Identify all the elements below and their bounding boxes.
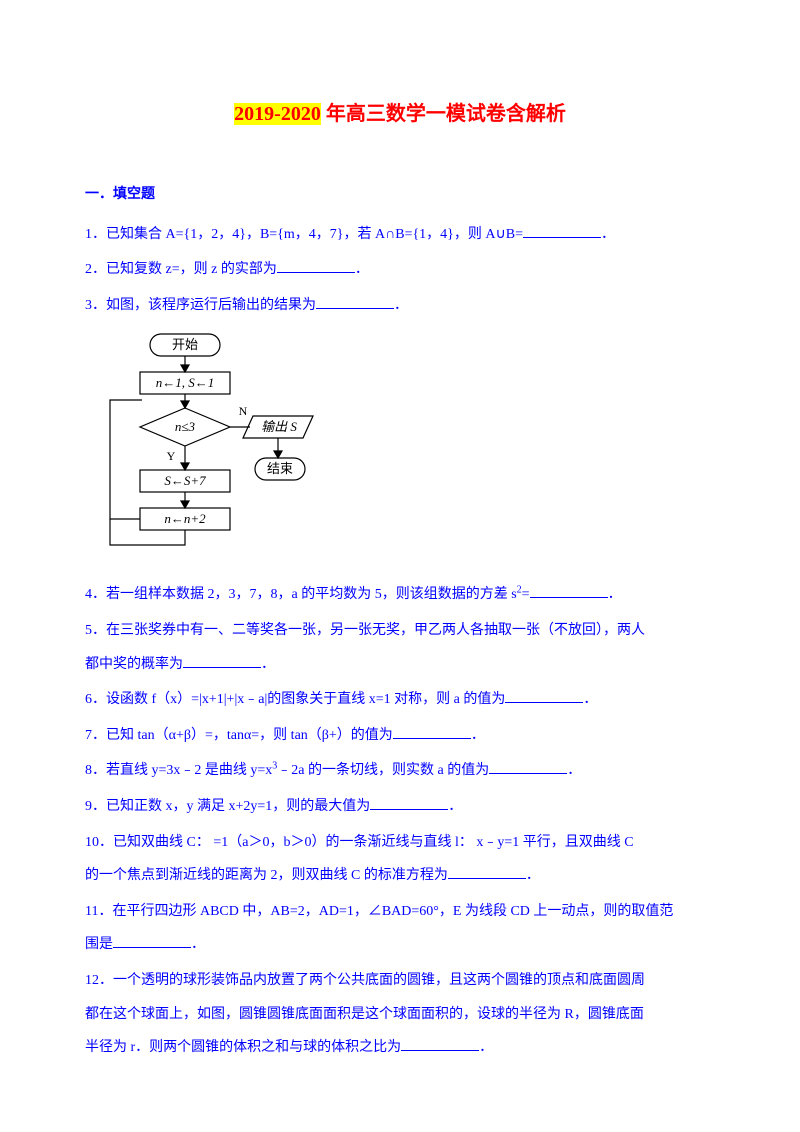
blank xyxy=(113,934,191,948)
svg-text:N: N xyxy=(239,404,248,418)
question-9: 9．已知正数 x，y 满足 x+2y=1，则的最大值为 ． xyxy=(85,790,715,824)
q1-post: ． xyxy=(601,227,615,242)
q5-l2: 都中奖的概率为 xyxy=(85,657,183,672)
q10-l1: 10．已知双曲线 C： =1（a＞0，b＞0）的一条渐近线与直线 l： x﹣y=… xyxy=(85,826,715,860)
q4-mid: = xyxy=(522,587,530,602)
q12-l2: 都在这个球面上，如图，圆锥圆锥底面面积是这个球面面积的，设球的半径为 R，圆锥底… xyxy=(85,998,715,1032)
q8-post: ． xyxy=(567,763,581,778)
q9-pre: 9．已知正数 x，y 满足 x+2y=1，则的最大值为 xyxy=(85,799,370,814)
svg-text:S←S+7: S←S+7 xyxy=(164,473,206,488)
svg-text:n←n+2: n←n+2 xyxy=(164,511,206,526)
blank xyxy=(401,1037,479,1051)
title-rest: 年高三数学一模试卷含解析 xyxy=(321,103,566,125)
flowchart: 开始 n←1, S←1 n≤3 S←S+7 n←n+2 输出 S 结束 N Y xyxy=(95,330,715,570)
q12-l3: 半径为 r．则两个圆锥的体积之和与球的体积之比为 xyxy=(85,1040,401,1055)
question-8: 8．若直线 y=3x﹣2 是曲线 y=x3﹣2a 的一条切线，则实数 a 的值为… xyxy=(85,754,715,788)
q12-post: ． xyxy=(479,1040,493,1055)
question-5: 5．在三张奖券中有一、二等奖各一张，另一张无奖，甲乙两人各抽取一张（不放回），两… xyxy=(85,614,715,681)
blank xyxy=(370,796,448,810)
q4-pre: 4．若一组样本数据 2，3，7，8，a 的平均数为 5，则该组数据的方差 s xyxy=(85,587,517,602)
blank xyxy=(277,259,355,273)
q8-pre: 8．若直线 y=3x﹣2 是曲线 y=x xyxy=(85,763,272,778)
question-6: 6．设函数 f（x）=|x+1|+|x﹣a|的图象关于直线 x=1 对称，则 a… xyxy=(85,683,715,717)
q7-pre: 7．已知 tan（α+β）=，tanα=，则 tan（β+）的值为 xyxy=(85,728,393,743)
q5-l1: 5．在三张奖券中有一、二等奖各一张，另一张无奖，甲乙两人各抽取一张（不放回），两… xyxy=(85,614,715,648)
section-header: 一．填空题 xyxy=(85,178,715,212)
blank xyxy=(393,725,471,739)
title-highlight: 2019-2020 xyxy=(234,103,321,125)
blank xyxy=(489,760,567,774)
question-4: 4．若一组样本数据 2，3，7，8，a 的平均数为 5，则该组数据的方差 s2=… xyxy=(85,578,715,612)
question-10: 10．已知双曲线 C： =1（a＞0，b＞0）的一条渐近线与直线 l： x﹣y=… xyxy=(85,826,715,893)
blank xyxy=(316,295,394,309)
question-3: 3．如图，该程序运行后输出的结果为 ． xyxy=(85,289,715,323)
q1-text: 1．已知集合 A={1，2，4}，B={m，4，7}，若 A∩B={1，4}，则… xyxy=(85,227,523,242)
q11-l1: 11．在平行四边形 ABCD 中，AB=2，AD=1，∠BAD=60°，E 为线… xyxy=(85,895,715,929)
question-12: 12．一个透明的球形装饰品内放置了两个公共底面的圆锥，且这两个圆锥的顶点和底面圆… xyxy=(85,964,715,1065)
question-2: 2．已知复数 z=，则 z 的实部为 ． xyxy=(85,253,715,287)
blank xyxy=(523,224,601,238)
q11-post: ． xyxy=(191,937,205,952)
q10-l2: 的一个焦点到渐近线的距离为 2，则双曲线 C 的标准方程为 xyxy=(85,868,448,883)
q3-text: 3．如图，该程序运行后输出的结果为 xyxy=(85,298,316,313)
q5-post: ． xyxy=(261,657,275,672)
q3-post: ． xyxy=(394,298,408,313)
blank xyxy=(505,689,583,703)
svg-text:输出 S: 输出 S xyxy=(261,419,297,434)
svg-text:Y: Y xyxy=(167,449,176,463)
svg-text:n←1, S←1: n←1, S←1 xyxy=(156,375,215,390)
question-7: 7．已知 tan（α+β）=，tanα=，则 tan（β+）的值为 ． xyxy=(85,719,715,753)
q6-pre: 6．设函数 f（x）=|x+1|+|x﹣a|的图象关于直线 x=1 对称，则 a… xyxy=(85,692,505,707)
q9-post: ． xyxy=(448,799,462,814)
question-11: 11．在平行四边形 ABCD 中，AB=2，AD=1，∠BAD=60°，E 为线… xyxy=(85,895,715,962)
q10-post: ． xyxy=(526,868,540,883)
q7-post: ． xyxy=(471,728,485,743)
q2-post: ． xyxy=(355,262,369,277)
svg-text:结束: 结束 xyxy=(267,461,293,476)
blank xyxy=(183,654,261,668)
blank xyxy=(448,865,526,879)
svg-text:n≤3: n≤3 xyxy=(175,419,196,434)
q11-l2: 围是 xyxy=(85,937,113,952)
question-1: 1．已知集合 A={1，2，4}，B={m，4，7}，若 A∩B={1，4}，则… xyxy=(85,218,715,252)
q2-text: 2．已知复数 z=，则 z 的实部为 xyxy=(85,262,277,277)
page-title: 2019-2020 年高三数学一模试卷含解析 xyxy=(85,90,715,138)
blank xyxy=(530,584,608,598)
q12-l1: 12．一个透明的球形装饰品内放置了两个公共底面的圆锥，且这两个圆锥的顶点和底面圆… xyxy=(85,964,715,998)
q4-post: ． xyxy=(608,587,622,602)
svg-text:开始: 开始 xyxy=(172,337,198,352)
q8-mid: ﹣2a 的一条切线，则实数 a 的值为 xyxy=(277,763,489,778)
q6-post: ． xyxy=(583,692,597,707)
